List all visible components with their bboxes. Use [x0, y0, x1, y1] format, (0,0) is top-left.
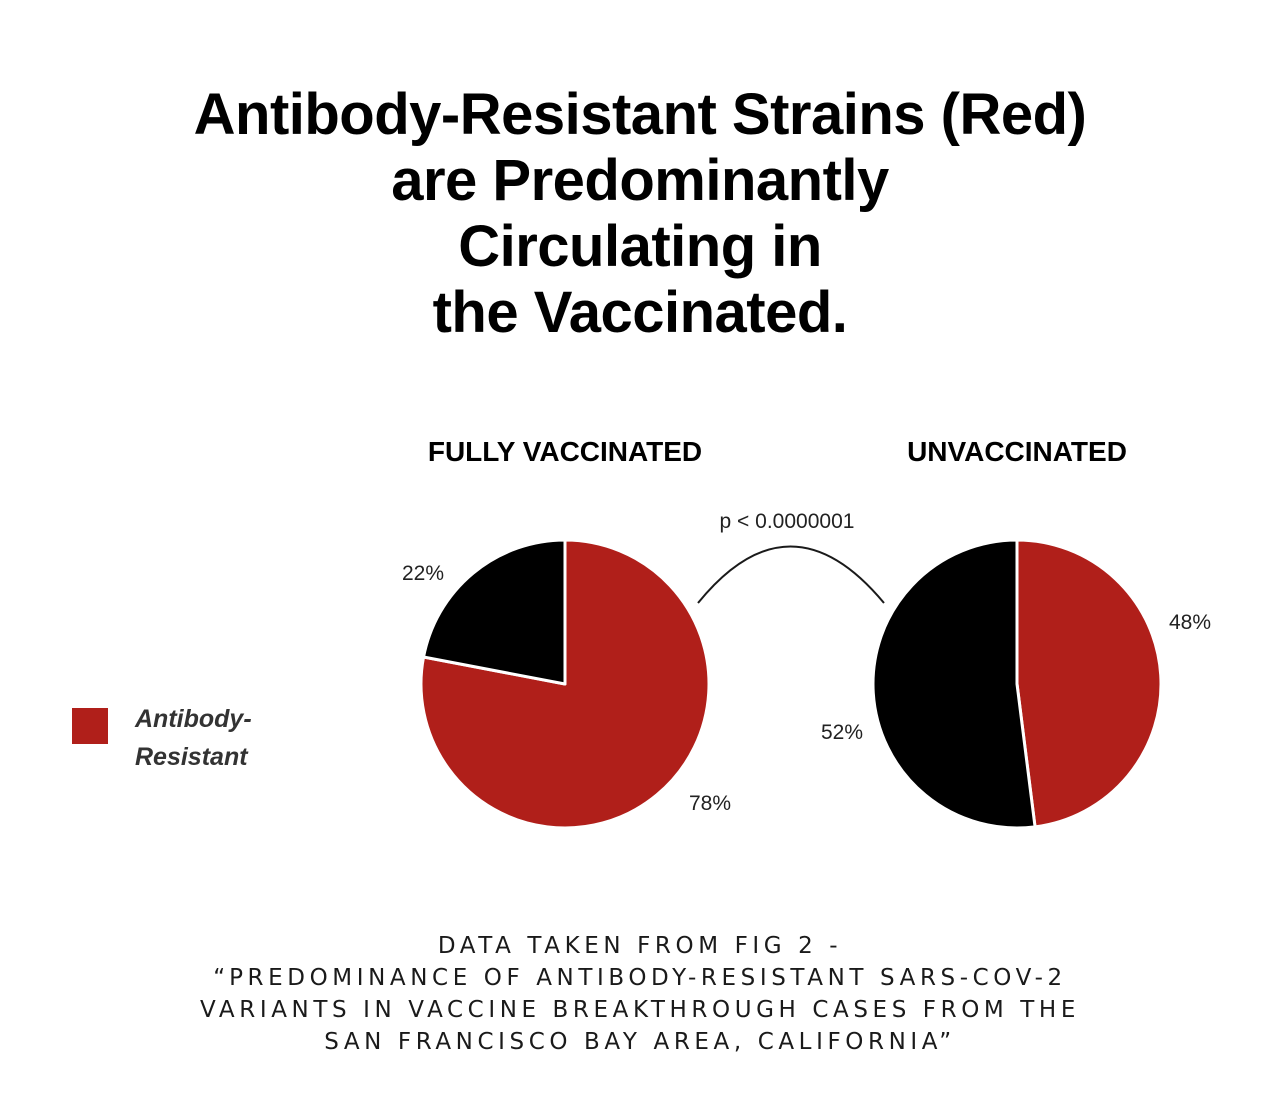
p-value-label: p < 0.0000001 [720, 510, 855, 533]
headline-line-2: are Predominantly [391, 148, 889, 213]
chart-title-unvaccinated: UNVACCINATED [907, 436, 1127, 467]
pie-slice-unvaccinated-resistant [1015, 538, 1163, 829]
source-note-line-1: DATA TAKEN FROM FIG 2 - [437, 933, 843, 959]
headline: Antibody-Resistant Strains (Red) are Pre… [0, 82, 1280, 346]
pie-unvaccinated [871, 538, 1163, 830]
headline-line-1: Antibody-Resistant Strains (Red) [193, 82, 1087, 147]
data-label-unvaccinated-other: 52% [821, 721, 863, 744]
data-label-fully-vaccinated-other: 22% [402, 562, 444, 585]
headline-line-3: Circulating in [458, 214, 822, 279]
source-note-line-4: SAN FRANCISCO BAY AREA, CALIFORNIA” [324, 1029, 956, 1055]
legend-label-line-1: Antibody- [134, 705, 252, 733]
pie-slice-unvaccinated-other [871, 538, 1037, 830]
comparison-arc [697, 545, 885, 604]
chart-title-fully-vaccinated: FULLY VACCINATED [428, 436, 702, 467]
source-note: DATA TAKEN FROM FIG 2 - “PREDOMINANCE OF… [0, 930, 1280, 1058]
pie-charts: FULLY VACCINATED UNVACCINATED 22% 78% 48… [72, 436, 1211, 830]
source-note-line-3: VARIANTS IN VACCINE BREAKTHROUGH CASES F… [200, 997, 1080, 1023]
source-note-line-2: “PREDOMINANCE OF ANTIBODY-RESISTANT SARS… [213, 965, 1067, 991]
data-label-unvaccinated-resistant: 48% [1169, 611, 1211, 634]
pie-fully-vaccinated [419, 538, 711, 830]
headline-line-4: the Vaccinated. [432, 280, 848, 345]
legend-swatch-antibody-resistant [72, 708, 108, 744]
data-label-fully-vaccinated-resistant: 78% [689, 792, 731, 815]
legend-label-line-2: Resistant [135, 743, 249, 771]
pie-slice-fully-vaccinated-other [422, 538, 567, 686]
